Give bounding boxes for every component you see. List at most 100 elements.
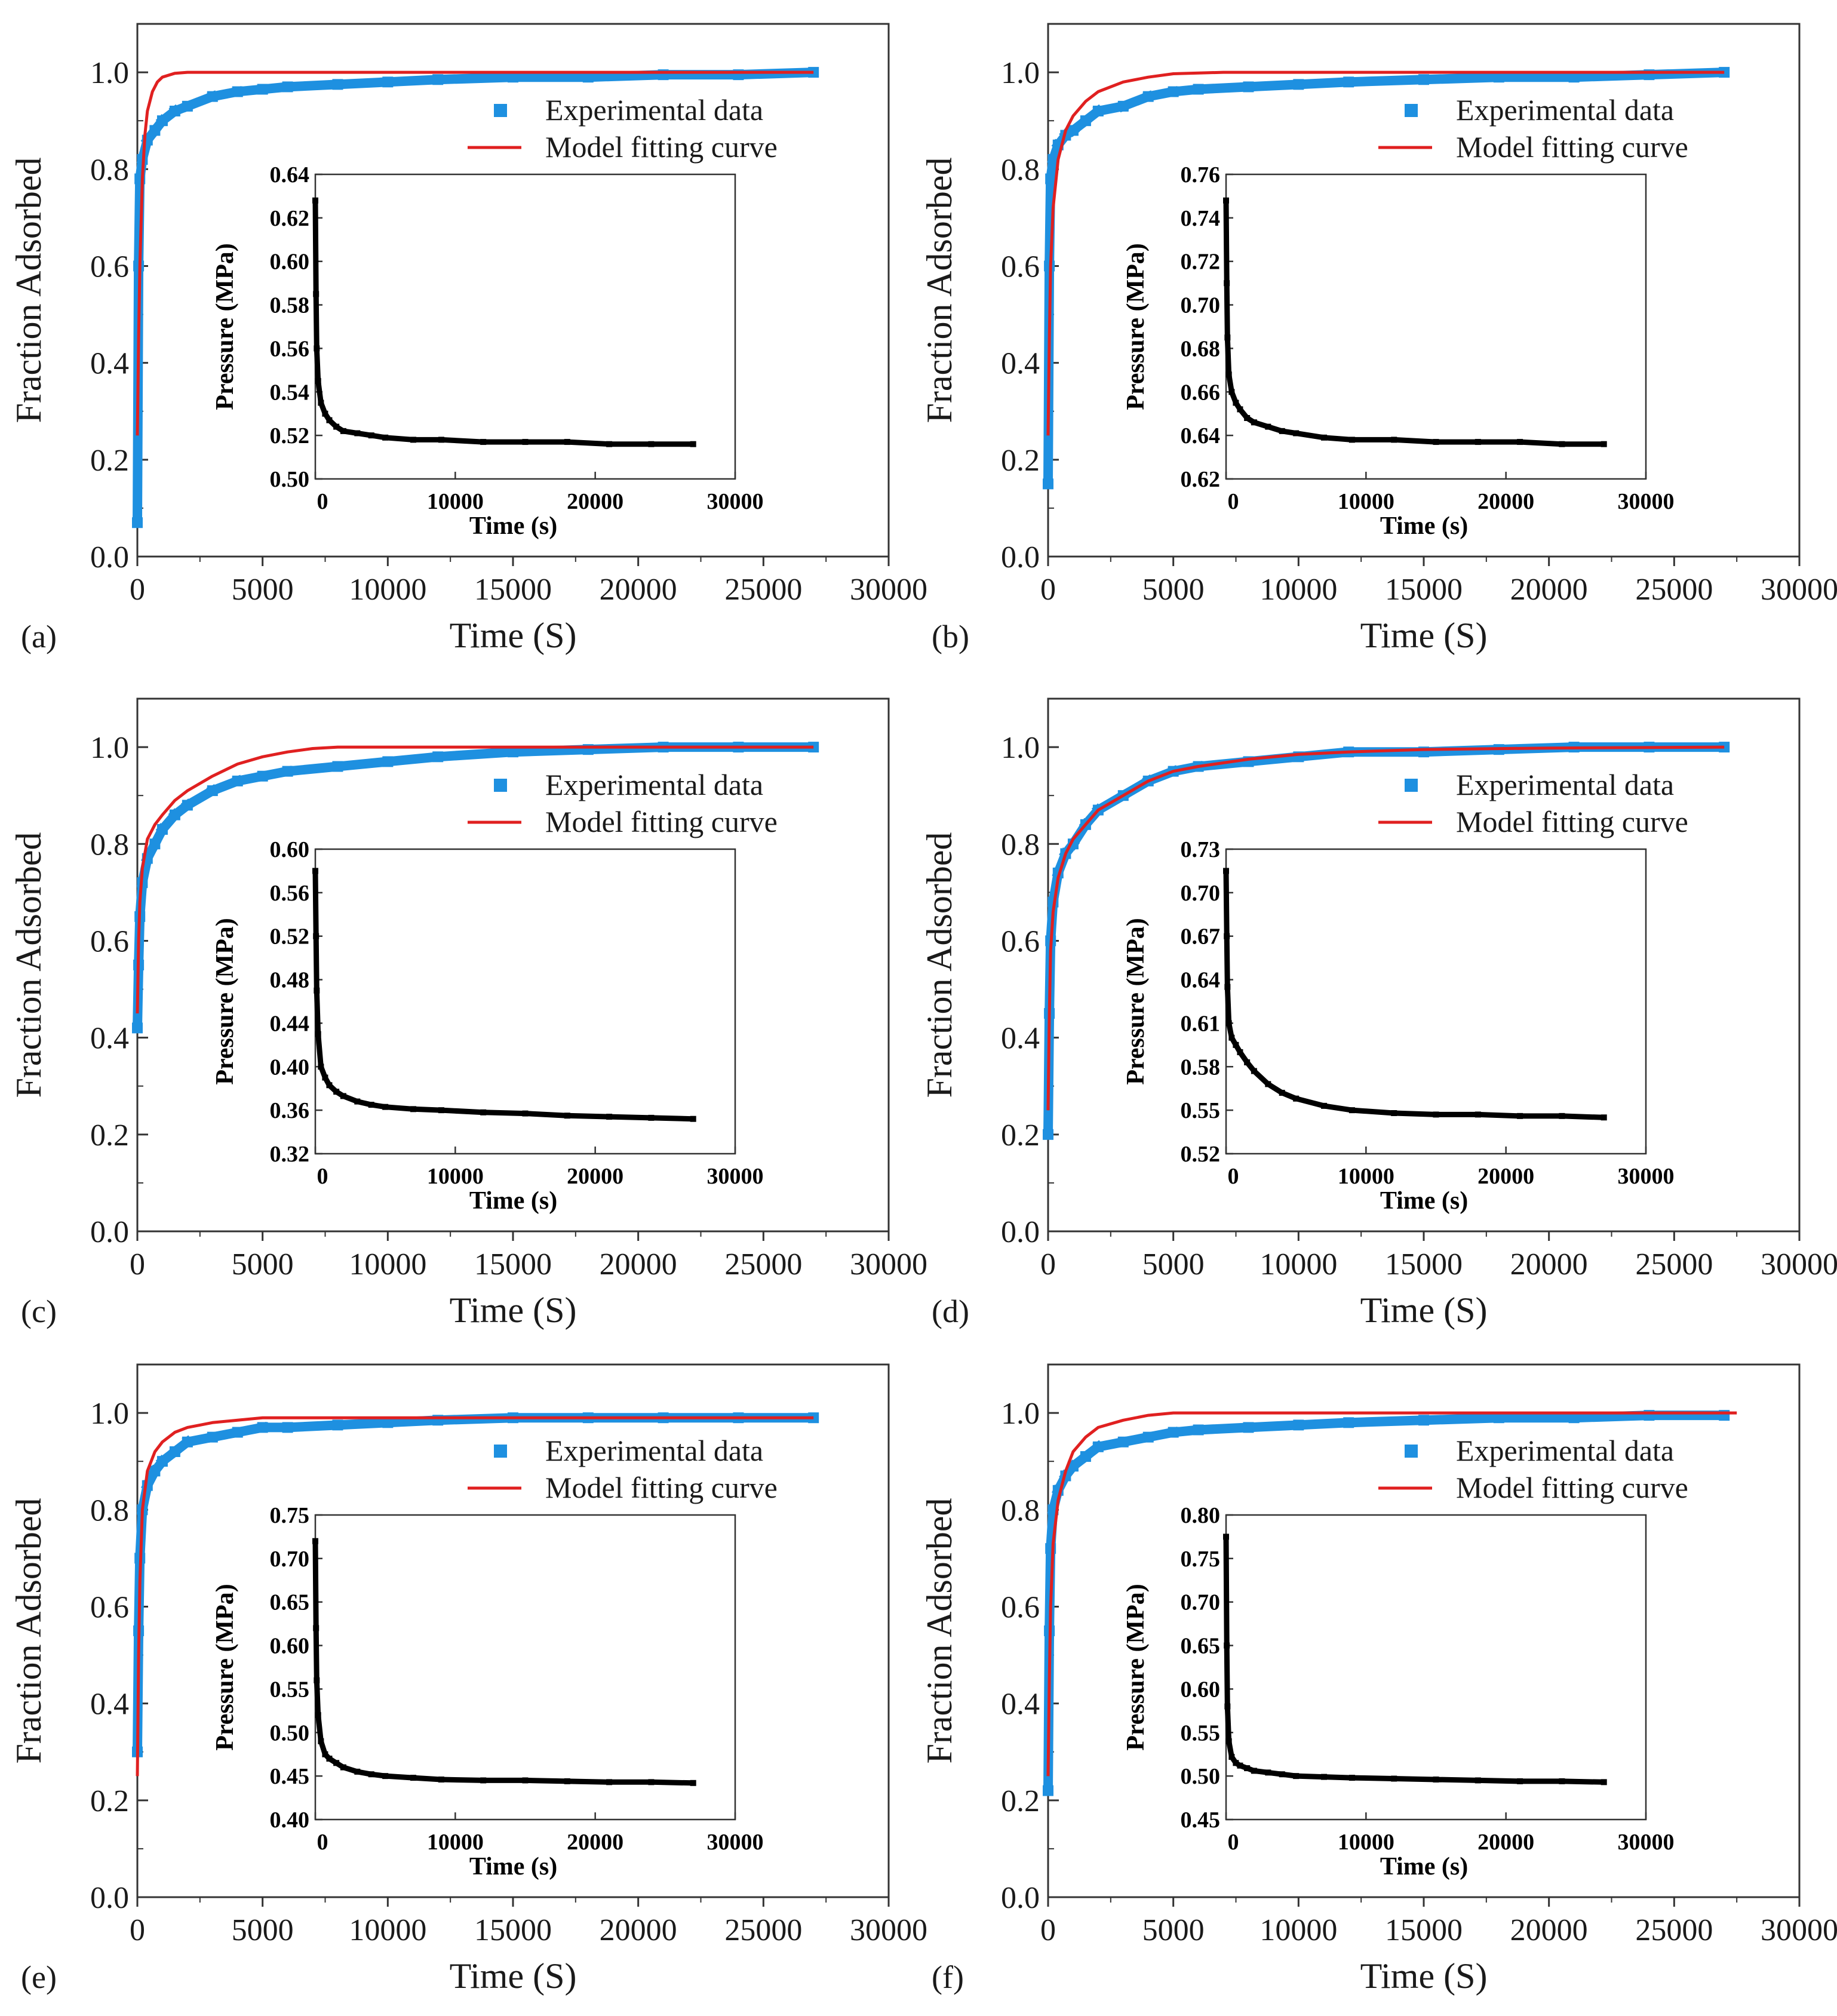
inset-frame: [314, 1514, 736, 1821]
x-tick-label: 10000: [1260, 1913, 1337, 1947]
experimental-band: [1293, 76, 1354, 90]
y-tick-label: 0.4: [90, 347, 129, 381]
model-fitting-line: [136, 70, 814, 436]
inset-x-tick-label: 0: [317, 1830, 328, 1855]
x-tick-label: 20000: [600, 573, 677, 607]
inset-y-tick-label: 0.60: [270, 837, 310, 862]
inset-x-tick-label: 0: [1228, 1164, 1239, 1189]
pressure-line: [1223, 200, 1604, 447]
y-tick-label: 0.6: [1001, 1590, 1040, 1624]
panel-label: (b): [932, 619, 969, 654]
y-tick-label: 0.6: [90, 924, 129, 958]
legend-experimental-marker: [1405, 104, 1418, 117]
inset-x-axis-label: Time (s): [469, 1853, 557, 1880]
x-tick-label: 5000: [232, 573, 294, 607]
inset-y-tick-label: 0.44: [270, 1011, 310, 1036]
x-tick-label: 30000: [1761, 573, 1837, 607]
inset-y-tick-label: 0.45: [1181, 1808, 1221, 1833]
x-axis-label: Time (S): [1360, 1956, 1488, 1996]
pressure-series: [312, 197, 696, 447]
y-tick-label: 0.4: [1001, 1688, 1040, 1722]
y-axis-label: Fraction Adsorbed: [9, 1498, 48, 1764]
legend-model-label: Model fitting curve: [545, 130, 778, 164]
inset-pressure-chart: 0.45 0.50 0.55 0.60 0.65 0.70 0.75 0.80 0 10000 20…: [1122, 1503, 1675, 1880]
x-tick-label: 15000: [474, 1247, 552, 1281]
panel-e: 0.0 0.2 0.4 0.6 0.8 1.0 0 5000 10000 15000 20000 25…: [9, 1363, 927, 1996]
y-tick-label: 0.2: [90, 1784, 129, 1818]
inset-y-tick-label: 0.40: [270, 1055, 310, 1080]
x-tick-label: 0: [1040, 1247, 1056, 1281]
inset-y-tick-label: 0.55: [1181, 1098, 1221, 1123]
inset-y-tick-label: 0.36: [270, 1098, 310, 1123]
x-tick-label: 25000: [1635, 573, 1713, 607]
inset-y-tick-label: 0.72: [1181, 250, 1221, 275]
inset-y-tick-label: 0.48: [270, 968, 310, 993]
x-tick-label: 5000: [1142, 1247, 1205, 1281]
y-tick-label: 0.8: [1001, 1493, 1040, 1528]
y-axis-label: Fraction Adsorbed: [920, 1498, 959, 1764]
experimental-series: [1043, 67, 1730, 490]
experimental-band: [282, 761, 343, 777]
model-fitting-line: [1046, 1411, 1737, 1777]
panel-c: 0.0 0.2 0.4 0.6 0.8 1.0 0 5000 10000 15000 20000 25…: [9, 697, 927, 1330]
x-tick-label: 0: [130, 1247, 145, 1281]
inset-x-tick-label: 10000: [1338, 1830, 1394, 1855]
x-axis-label: Time (S): [450, 1290, 577, 1330]
x-tick-label: 25000: [1635, 1913, 1713, 1947]
inset-pressure-chart: 0.50 0.52 0.54 0.56 0.58 0.60 0.62 0.64 0 10000 20…: [211, 162, 764, 540]
inset-y-tick-label: 0.52: [1181, 1142, 1221, 1167]
y-tick-label: 0.0: [90, 540, 129, 574]
legend-experimental-label: Experimental data: [1456, 768, 1674, 801]
inset-x-tick-label: 20000: [567, 1830, 623, 1855]
x-tick-label: 20000: [1510, 1913, 1588, 1947]
y-axis-label: Fraction Adsorbed: [9, 158, 48, 423]
experimental-band: [1343, 75, 1429, 87]
inset-x-tick-label: 0: [1228, 489, 1239, 514]
y-tick-label: 0.0: [1001, 1215, 1040, 1249]
y-tick-label: 0.6: [1001, 250, 1040, 284]
inset-y-tick-label: 0.65: [1181, 1634, 1221, 1659]
panel-label: (f): [932, 1959, 964, 1995]
inset-pressure-chart: 0.62 0.64 0.66 0.68 0.70 0.72 0.74 0.76 0 10000 20…: [1122, 162, 1675, 540]
x-tick-label: 15000: [1385, 1913, 1463, 1947]
model-fitting-line: [136, 745, 814, 1014]
experimental-band: [1243, 751, 1304, 767]
pressure-series: [1223, 197, 1607, 447]
x-tick-label: 20000: [1510, 573, 1588, 607]
inset-x-tick-label: 20000: [567, 1164, 623, 1189]
y-tick-label: 0.0: [1001, 1881, 1040, 1915]
panel-label: (d): [932, 1293, 969, 1329]
pressure-line: [312, 871, 693, 1122]
inset-y-tick-label: 0.55: [1181, 1720, 1221, 1745]
legend-model-label: Model fitting curve: [545, 1471, 778, 1504]
inset-y-tick-label: 0.75: [270, 1503, 310, 1528]
inset-y-tick-label: 0.66: [1181, 380, 1221, 405]
pressure-line: [1223, 871, 1604, 1120]
experimental-band: [282, 79, 343, 92]
inset-x-tick-label: 20000: [567, 489, 623, 514]
x-tick-label: 0: [1040, 1913, 1056, 1947]
inset-x-tick-label: 30000: [707, 1830, 764, 1855]
experimental-band: [432, 746, 518, 762]
inset-y-axis-label: Pressure (MPa): [211, 918, 239, 1085]
experimental-band: [1418, 72, 1504, 85]
legend-experimental-label: Experimental data: [1456, 93, 1674, 127]
inset-x-tick-label: 30000: [1618, 1164, 1675, 1189]
x-tick-label: 20000: [600, 1247, 677, 1281]
inset-x-tick-label: 10000: [1338, 489, 1394, 514]
model-fitting-line: [136, 1416, 814, 1777]
inset-x-tick-label: 20000: [1477, 1164, 1534, 1189]
experimental-band: [1193, 82, 1254, 94]
x-tick-label: 30000: [1761, 1913, 1837, 1947]
x-tick-label: 30000: [850, 573, 927, 607]
x-tick-label: 25000: [724, 1247, 802, 1281]
experimental-band: [508, 744, 594, 757]
y-tick-label: 1.0: [1001, 1397, 1040, 1431]
experimental-band: [332, 756, 394, 772]
inset-y-tick-label: 0.45: [270, 1764, 310, 1789]
x-tick-label: 0: [130, 573, 145, 607]
inset-x-tick-label: 0: [1228, 1830, 1239, 1855]
y-tick-label: 0.2: [1001, 1784, 1040, 1818]
x-tick-label: 30000: [850, 1913, 927, 1947]
y-tick-label: 1.0: [1001, 56, 1040, 90]
